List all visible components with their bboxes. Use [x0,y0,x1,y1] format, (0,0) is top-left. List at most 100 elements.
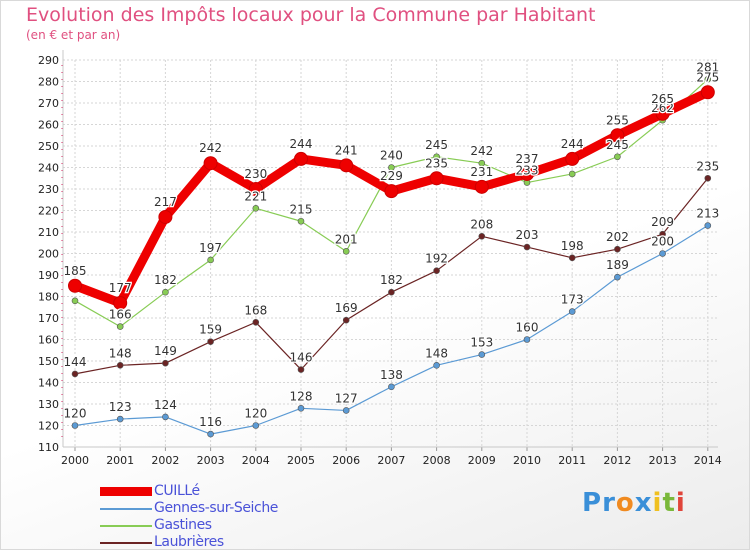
data-point-cuille [68,278,82,293]
data-point-gennes-sur-seiche [116,415,124,423]
data-point-laubrieres [297,366,305,373]
x-tick-label: 2009 [468,454,496,467]
data-label-laubrieres: 198 [561,239,584,253]
chart-subtitle: (en € et par an) [26,28,121,42]
data-point-cuille [655,106,670,121]
data-point-gastines [388,164,395,171]
x-tick-label: 2004 [242,454,270,467]
data-point-gastines [297,217,305,225]
data-point-cuille [248,182,263,196]
data-label-laubrieres: 148 [109,346,132,360]
data-point-laubrieres [614,245,621,253]
x-tick-label: 2008 [423,454,451,467]
data-point-cuille [429,171,444,186]
data-point-cuille [384,184,399,199]
y-tick-label: 260 [38,119,59,132]
y-tick-label: 120 [38,420,59,433]
data-point-cuille [565,151,580,166]
y-tick-label: 190 [38,269,59,282]
y-tick-label: 220 [38,205,59,218]
data-label-cuille: 242 [199,141,222,155]
data-label-cuille: 217 [154,195,177,209]
data-point-gastines [116,323,124,330]
data-label-gennes-sur-seiche: 123 [109,400,132,414]
data-label-laubrieres: 208 [470,217,493,231]
data-label-cuille: 244 [561,137,584,151]
data-point-laubrieres [704,174,712,182]
data-label-cuille: 237 [516,152,539,166]
data-label-cuille: 255 [606,113,629,127]
legend-label-gastines: Gastines [154,517,212,533]
data-point-gennes-sur-seiche [388,383,395,391]
data-point-laubrieres [162,359,169,367]
logo-letter: i [652,488,663,518]
data-point-cuille [610,128,625,143]
data-label-cuille: 275 [696,70,719,84]
data-label-gastines: 166 [109,308,132,322]
data-label-cuille: 229 [380,169,403,183]
legend-label-cuille: CUILLé [154,483,200,499]
y-tick-label: 180 [38,291,59,304]
x-tick-label: 2013 [649,454,677,467]
data-label-gastines: 262 [651,101,674,115]
data-point-laubrieres [523,243,531,251]
y-tick-label: 270 [38,97,59,110]
data-label-cuille: 241 [335,143,358,157]
chart-grid [63,59,718,448]
data-point-gastines [704,76,712,83]
data-label-gastines: 240 [380,149,403,163]
proxiti-logo: Proxiti [582,488,686,518]
logo-letter: t [662,488,676,518]
data-point-laubrieres [388,288,395,296]
data-point-gennes-sur-seiche [342,407,350,414]
data-point-gennes-sur-seiche [614,273,621,281]
x-tick-label: 2005 [287,454,315,467]
legend-swatch-gennes-sur-seiche [100,508,152,510]
data-point-gennes-sur-seiche [71,422,79,429]
y-tick-label: 230 [38,183,59,196]
data-point-cuille [203,156,218,171]
y-tick-label: 150 [38,355,59,368]
data-point-laubrieres [116,361,124,369]
logo-letter: P [582,488,603,518]
data-label-gennes-sur-seiche: 153 [470,336,493,350]
data-label-gennes-sur-seiche: 116 [199,415,222,429]
data-point-laubrieres [252,318,260,326]
logo-letter: x [634,488,653,518]
data-point-cuille [520,166,534,181]
data-label-gastines: 233 [516,164,539,178]
x-tick-label: 2001 [106,454,134,467]
data-label-gennes-sur-seiche: 200 [651,235,674,249]
chart-legend: CUILLé Gennes-sur-Seiche Gastines Laubri… [100,483,360,551]
y-tick-label: 200 [38,248,59,261]
data-point-gennes-sur-seiche [207,430,214,438]
data-point-cuille [294,151,308,166]
data-label-cuille: 244 [290,137,313,151]
y-tick-label: 170 [38,312,59,325]
data-label-gastines: 182 [154,273,177,287]
legend-item-cuille: CUILLé [100,483,360,500]
data-label-gastines: 281 [696,60,719,74]
data-label-gennes-sur-seiche: 148 [425,346,448,360]
data-label-gennes-sur-seiche: 213 [696,207,719,221]
data-label-gennes-sur-seiche: 138 [380,368,403,382]
data-point-gennes-sur-seiche [297,404,305,412]
legend-item-gastines: Gastines [100,517,360,534]
chart-axes: 110 120 130 140 150 160 170 180 190 200 210 220 230 2… [38,50,722,467]
y-tick-label: 280 [38,76,59,89]
data-point-cuille [700,85,715,100]
data-point-gennes-sur-seiche [523,336,531,343]
data-point-laubrieres [207,338,214,345]
data-label-gastines: 242 [470,144,493,158]
x-tick-label: 2000 [61,454,89,467]
data-point-laubrieres [478,233,486,240]
data-point-gennes-sur-seiche [433,361,440,369]
data-label-gennes-sur-seiche: 120 [64,407,87,421]
y-tick-label: 210 [38,226,59,239]
data-label-laubrieres: 149 [154,344,177,358]
data-label-laubrieres: 168 [244,303,267,317]
data-label-laubrieres: 146 [290,351,313,365]
x-tick-label: 2007 [377,454,405,467]
data-label-cuille: 235 [425,156,448,170]
